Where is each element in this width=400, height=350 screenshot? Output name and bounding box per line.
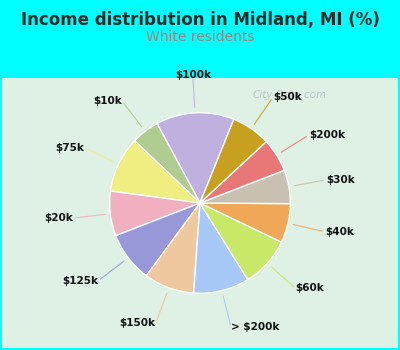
Text: City-Data.com: City-Data.com [253,90,327,100]
Wedge shape [146,203,200,293]
Text: $10k: $10k [93,96,122,106]
Text: Income distribution in Midland, MI (%): Income distribution in Midland, MI (%) [20,11,380,29]
Text: $50k: $50k [273,92,302,103]
Text: $150k: $150k [120,318,156,328]
Text: $40k: $40k [325,227,354,237]
Wedge shape [134,124,200,203]
Wedge shape [200,119,266,203]
Wedge shape [200,142,284,203]
Wedge shape [157,113,234,203]
Wedge shape [200,170,290,204]
Wedge shape [116,203,200,276]
Wedge shape [194,203,248,293]
Text: $75k: $75k [56,142,84,153]
Wedge shape [200,203,290,242]
Wedge shape [110,191,200,236]
Text: $20k: $20k [44,213,73,223]
Text: $125k: $125k [62,276,98,286]
Wedge shape [110,141,200,203]
Wedge shape [200,203,282,280]
Text: White residents: White residents [146,30,254,44]
Text: $60k: $60k [296,284,324,294]
Text: $30k: $30k [326,175,355,185]
Text: > $200k: > $200k [231,322,280,332]
FancyBboxPatch shape [2,78,398,348]
Text: $200k: $200k [309,130,345,140]
Text: $100k: $100k [175,70,211,80]
